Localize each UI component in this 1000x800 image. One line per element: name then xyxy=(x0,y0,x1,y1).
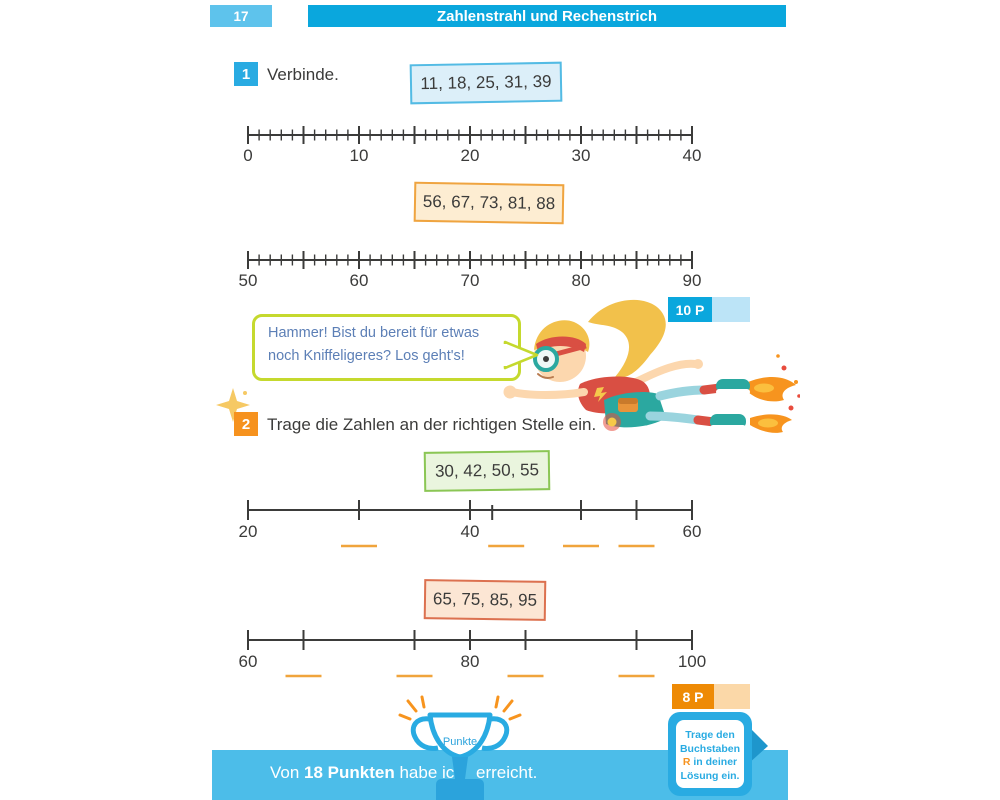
task2-number-badge: 2 xyxy=(234,412,258,436)
numberline-50-90-ruler xyxy=(247,251,693,269)
star-sparkle-icon xyxy=(216,388,250,422)
tick-label: 60 xyxy=(682,522,702,541)
tick-label: 60 xyxy=(349,271,369,290)
task1-numbers-box-a: 11, 18, 25, 31, 39 xyxy=(409,61,563,105)
footer-text-left: Von 18 Punkten habe ich xyxy=(270,763,464,782)
tick-label: 10 xyxy=(349,146,369,165)
tick-label: 50 xyxy=(238,271,258,290)
tick-label: 20 xyxy=(460,146,480,165)
speech-bubble-line1: Hammer! Bist du bereit für etwas xyxy=(268,325,480,341)
speech-bubble-tail xyxy=(503,340,539,370)
tick-label: 40 xyxy=(460,522,480,541)
tick-label: 90 xyxy=(682,271,702,290)
points-value: 10 P xyxy=(668,297,712,322)
task1-points-badge: 10 P xyxy=(668,297,750,322)
tick-label: 100 xyxy=(677,652,707,671)
numberline-0-40: 0 10 20 30 40 xyxy=(240,117,702,187)
rocket-flames-icon xyxy=(748,354,800,433)
tick-label: 80 xyxy=(460,652,480,671)
task1-numbers-box-b: 56, 67, 73, 81, 88 xyxy=(413,181,565,225)
tick-label: 60 xyxy=(238,652,258,671)
task1-number-badge: 1 xyxy=(234,62,258,86)
rechenstrich-20-60: 20 40 60 xyxy=(238,498,702,554)
task2-points-badge: 8 P xyxy=(672,684,750,709)
trophy-label: Punkte xyxy=(442,736,478,748)
tick-label: 0 xyxy=(243,146,253,165)
speech-bubble: Hammer! Bist du bereit für etwas noch Kn… xyxy=(252,314,521,381)
task2-instruction: Trage die Zahlen an der richtigen Stelle… xyxy=(267,415,597,434)
numberline-50-90: 50 60 70 80 90 xyxy=(238,242,702,312)
task2-numbers-box-b: 65, 75, 85, 95 xyxy=(423,579,547,621)
points-value: 8 P xyxy=(672,684,714,709)
rechenstrich-60-100: 60 80 100 xyxy=(238,628,706,684)
tick-label: 40 xyxy=(682,146,702,165)
points-badge-extension xyxy=(712,297,750,322)
hint-bubble-shape xyxy=(668,712,768,796)
tick-label: 20 xyxy=(238,522,258,541)
tick-label: 80 xyxy=(571,271,591,290)
points-badge-extension xyxy=(714,684,750,709)
page-number-badge: 17 xyxy=(210,5,272,27)
page-title: Zahlenstrahl und Rechenstrich xyxy=(308,5,786,27)
task1-instruction: Verbinde. xyxy=(267,65,339,84)
hint-text: Trage den Buchstaben R in deiner Lösung … xyxy=(679,729,741,782)
numberline-0-40-ruler xyxy=(247,126,693,144)
tick-label: 70 xyxy=(460,271,480,290)
rechenstrich-20-60-line xyxy=(247,500,693,548)
tick-label: 30 xyxy=(571,146,591,165)
speech-bubble-line2: noch Kniffeligeres? Los geht's! xyxy=(268,348,465,364)
rechenstrich-60-100-line xyxy=(247,630,693,678)
trophy-icon xyxy=(398,695,522,800)
character-illustration xyxy=(503,299,800,433)
task2-numbers-box-a: 30, 42, 50, 55 xyxy=(423,450,551,492)
hint-bubble: Trage den Buchstaben R in deiner Lösung … xyxy=(668,712,770,800)
footer-text-right: erreicht. xyxy=(476,763,538,782)
